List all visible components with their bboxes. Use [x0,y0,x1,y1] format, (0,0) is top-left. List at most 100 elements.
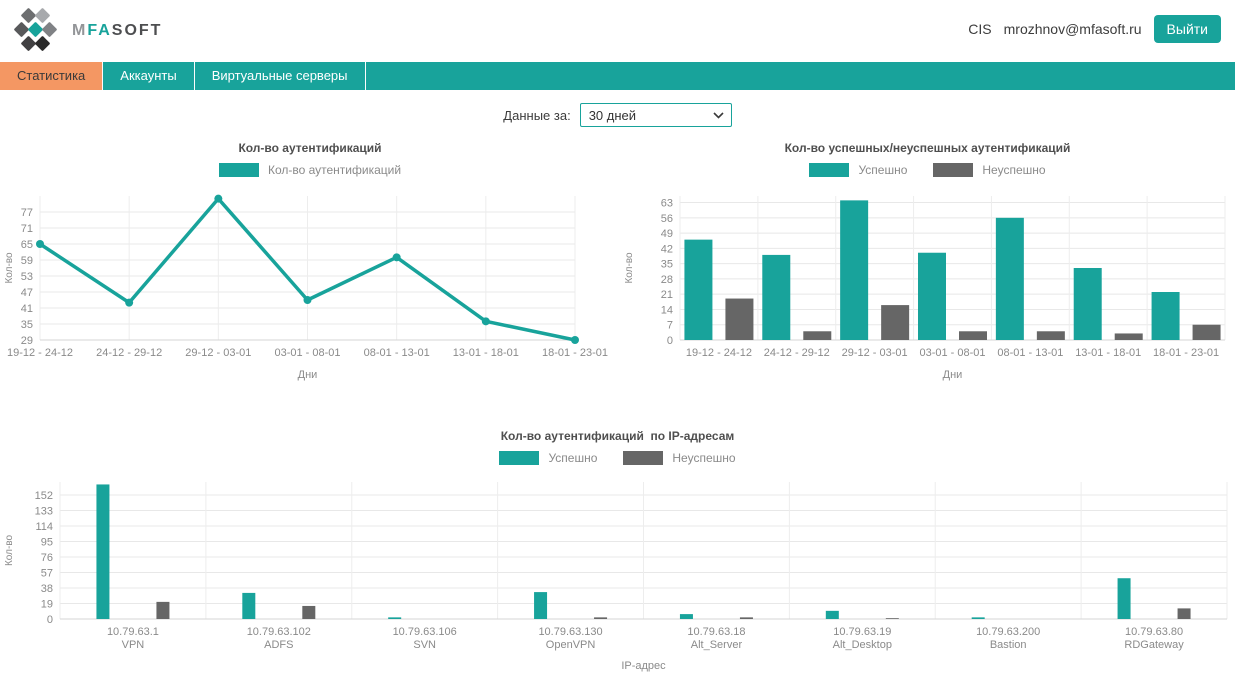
tab-virtual-servers[interactable]: Виртуальные серверы [195,62,366,90]
svg-text:114: 114 [35,521,53,533]
chart-title: Кол-во успешных/неуспешных аутентификаци… [784,141,1071,155]
svg-text:28: 28 [661,274,673,286]
svg-text:03-01 - 08-01: 03-01 - 08-01 [274,347,340,359]
svg-text:59: 59 [21,255,33,267]
svg-text:10.79.63.200: 10.79.63.200 [976,626,1040,638]
svg-text:18-01 - 23-01: 18-01 - 23-01 [1153,347,1219,359]
svg-text:10.79.63.80: 10.79.63.80 [1125,626,1183,638]
svg-text:47: 47 [21,287,33,299]
svg-text:Кол-во: Кол-во [4,252,15,284]
svg-text:65: 65 [21,239,33,251]
legend-swatch [623,451,664,465]
svg-text:7: 7 [667,320,673,332]
svg-text:29: 29 [21,335,33,347]
svg-text:Bastion: Bastion [990,639,1027,651]
svg-text:71: 71 [21,223,33,235]
svg-text:76: 76 [41,552,53,564]
chart-success-failed-authentications: Кол-во успешных/неуспешных аутентификаци… [620,140,1235,386]
legend-label: Неуспешно [982,163,1046,177]
svg-text:77: 77 [21,207,33,219]
header: MFASOFT CIS mrozhnov@mfasoft.ru Выйти [0,0,1235,62]
legend-swatch [218,163,259,177]
logout-button[interactable]: Выйти [1153,15,1221,43]
svg-text:RDGateway: RDGateway [1124,639,1184,651]
svg-text:Кол-во: Кол-во [624,252,635,284]
svg-text:24-12 - 29-12: 24-12 - 29-12 [764,347,830,359]
org-label: CIS [968,21,992,37]
legend-label: Успешно [858,163,908,177]
svg-text:Дни: Дни [298,369,318,381]
svg-text:95: 95 [41,537,53,549]
svg-text:19-12 - 24-12: 19-12 - 24-12 [686,347,752,359]
legend-label: Неуспешно [672,451,736,465]
mfasoft-logo-icon [10,7,60,54]
svg-text:21: 21 [661,289,673,301]
svg-text:0: 0 [47,614,53,626]
legend-item[interactable]: Неуспешно [623,451,736,465]
svg-text:10.79.63.1: 10.79.63.1 [107,626,159,638]
svg-text:41: 41 [21,303,33,315]
chart-legend: Успешно Неуспешно [620,162,1235,178]
svg-text:19-12 - 24-12: 19-12 - 24-12 [7,347,73,359]
svg-text:13-01 - 18-01: 13-01 - 18-01 [453,347,519,359]
logo-diamond [34,35,51,52]
svg-text:OpenVPN: OpenVPN [546,639,596,651]
svg-text:08-01 - 13-01: 08-01 - 13-01 [997,347,1063,359]
svg-text:57: 57 [41,568,53,580]
svg-text:152: 152 [35,490,53,502]
user-email: mrozhnov@mfasoft.ru [1003,21,1142,37]
mfasoft-logo: MFASOFT [10,7,163,54]
svg-text:63: 63 [661,198,673,210]
legend-item[interactable]: Кол-во аутентификаций [218,163,402,177]
legend-swatch [809,163,850,177]
svg-text:0: 0 [667,335,673,347]
svg-text:29-12 - 03-01: 29-12 - 03-01 [185,347,251,359]
svg-text:Дни: Дни [943,369,963,381]
header-right: CIS mrozhnov@mfasoft.ru Выйти [968,15,1221,43]
main-nav: Статистика Аккаунты Виртуальные серверы [0,62,1235,90]
legend-label: Кол-во аутентификаций [267,163,402,177]
tab-accounts[interactable]: Аккаунты [103,62,195,90]
svg-text:53: 53 [21,271,33,283]
svg-text:SVN: SVN [413,639,436,651]
svg-text:10.79.63.18: 10.79.63.18 [687,626,745,638]
svg-text:IP-адрес: IP-адрес [621,660,666,672]
period-filter: Данные за: 30 дней [0,103,1235,127]
period-filter-label: Данные за: [503,107,571,123]
svg-text:08-01 - 13-01: 08-01 - 13-01 [364,347,430,359]
chart-authentications: Кол-во аутентификаций Кол-во аутентифика… [0,140,620,386]
svg-text:35: 35 [661,259,673,271]
logo-diamond [41,21,58,38]
svg-text:Alt_Desktop: Alt_Desktop [833,639,892,651]
legend-swatch [499,451,540,465]
svg-text:VPN: VPN [122,639,145,651]
legend-label: Успешно [548,451,598,465]
svg-text:133: 133 [35,506,53,518]
svg-text:19: 19 [41,599,53,611]
chart-title: Кол-во аутентификаций [238,141,382,155]
logo-text: MFASOFT [72,22,163,39]
svg-text:24-12 - 29-12: 24-12 - 29-12 [96,347,162,359]
svg-text:ADFS: ADFS [264,639,293,651]
period-select[interactable]: 30 дней [579,103,732,127]
svg-text:Кол-во: Кол-во [4,535,15,567]
legend-item[interactable]: Успешно [809,163,907,177]
legend-item[interactable]: Неуспешно [933,163,1046,177]
svg-text:38: 38 [41,583,53,595]
svg-text:03-01 - 08-01: 03-01 - 08-01 [919,347,985,359]
period-select-wrap: 30 дней [579,103,732,127]
tab-statistics[interactable]: Статистика [0,62,104,90]
svg-text:10.79.63.106: 10.79.63.106 [393,626,457,638]
chart-title: Кол-во аутентификаций по IP-адресам [500,429,735,443]
chart-plot: 29 35 41 47 53 59 65 71 77 19-12 - 24-12 24-12 - 2… [4,194,608,381]
svg-text:14: 14 [661,304,673,316]
svg-text:18-01 - 23-01: 18-01 - 23-01 [542,347,608,359]
svg-text:56: 56 [661,213,673,225]
svg-text:13-01 - 18-01: 13-01 - 18-01 [1075,347,1141,359]
chart-legend: Успешно Неуспешно [0,450,1235,466]
svg-text:42: 42 [661,243,673,255]
svg-text:10.79.63.19: 10.79.63.19 [833,626,891,638]
legend-item[interactable]: Успешно [499,451,597,465]
svg-text:Alt_Server: Alt_Server [691,639,743,651]
